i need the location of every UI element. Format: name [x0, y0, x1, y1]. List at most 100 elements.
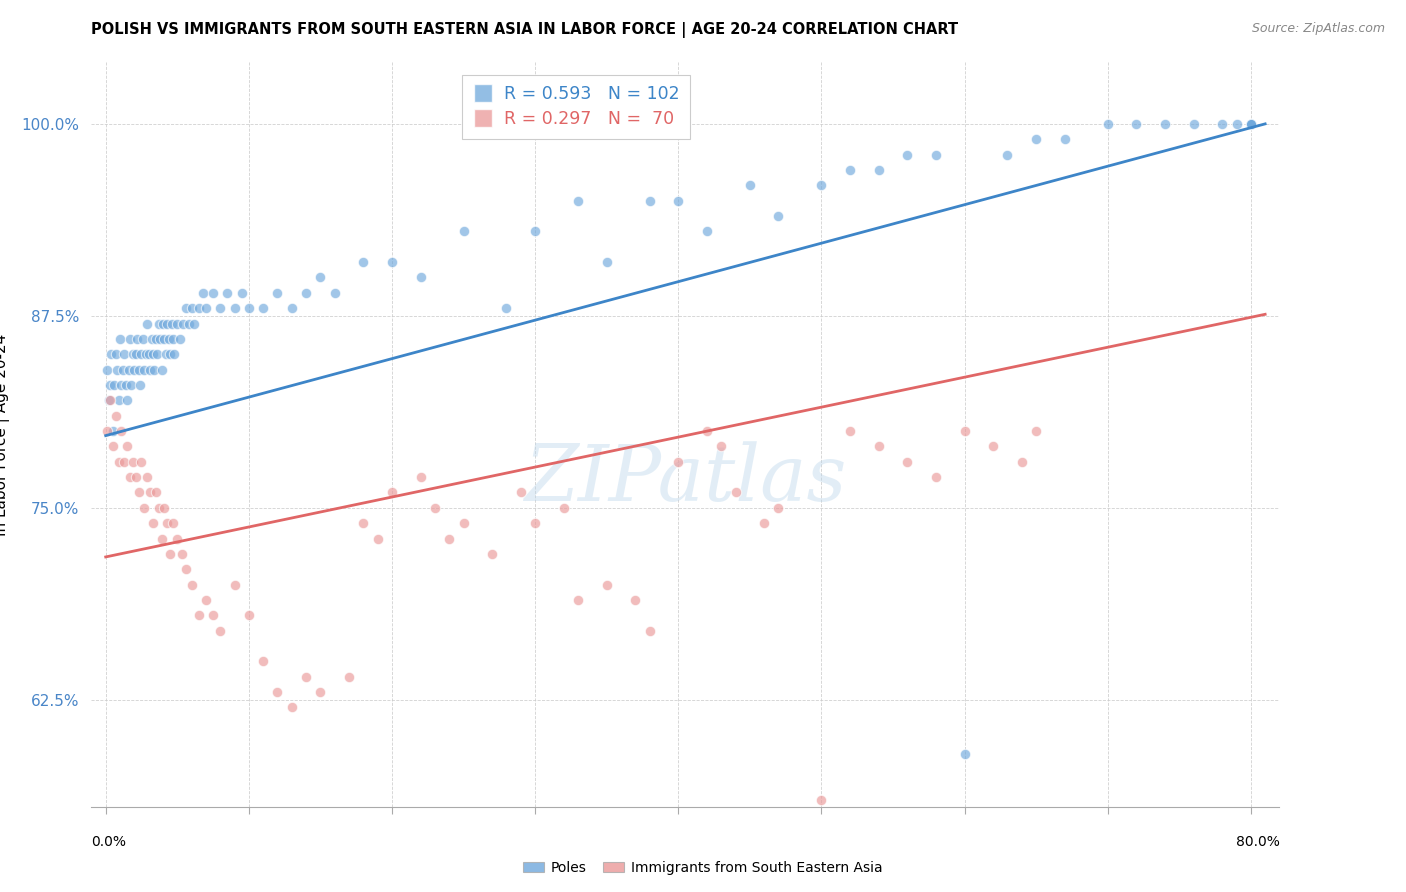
- Point: [524, 224, 547, 238]
- Point: [381, 255, 404, 269]
- Point: [1011, 455, 1033, 469]
- Point: [567, 194, 589, 208]
- Point: [1053, 132, 1076, 146]
- Point: [100, 347, 122, 361]
- Point: [1240, 117, 1263, 131]
- Point: [96, 362, 118, 376]
- Point: [1154, 117, 1177, 131]
- Point: [101, 439, 124, 453]
- Point: [150, 362, 173, 376]
- Point: [209, 301, 232, 315]
- Point: [146, 347, 169, 361]
- Point: [309, 270, 332, 285]
- Point: [125, 347, 148, 361]
- Point: [166, 532, 188, 546]
- Point: [118, 470, 141, 484]
- Point: [149, 332, 172, 346]
- Point: [157, 332, 180, 346]
- Point: [266, 285, 288, 300]
- Point: [217, 285, 239, 300]
- Point: [159, 347, 181, 361]
- Point: [281, 700, 304, 714]
- Point: [1097, 117, 1119, 131]
- Point: [115, 393, 138, 408]
- Point: [768, 500, 790, 515]
- Point: [153, 500, 176, 515]
- Point: [1240, 117, 1263, 131]
- Point: [1025, 424, 1047, 438]
- Point: [121, 378, 143, 392]
- Point: [148, 500, 170, 515]
- Point: [122, 455, 145, 469]
- Point: [145, 485, 167, 500]
- Point: [114, 378, 136, 392]
- Point: [104, 409, 127, 423]
- Point: [638, 194, 661, 208]
- Point: [524, 516, 547, 530]
- Point: [925, 470, 948, 484]
- Point: [180, 301, 202, 315]
- Point: [139, 485, 162, 500]
- Point: [131, 455, 153, 469]
- Point: [309, 685, 332, 699]
- Point: [1125, 117, 1147, 131]
- Point: [103, 378, 125, 392]
- Point: [135, 347, 157, 361]
- Text: Source: ZipAtlas.com: Source: ZipAtlas.com: [1251, 22, 1385, 36]
- Text: ZIPatlas: ZIPatlas: [524, 442, 846, 517]
- Point: [638, 624, 661, 638]
- Point: [117, 362, 139, 376]
- Point: [295, 285, 318, 300]
- Point: [953, 424, 976, 438]
- Point: [98, 378, 121, 392]
- Point: [132, 332, 155, 346]
- Point: [111, 362, 134, 376]
- Point: [128, 362, 150, 376]
- Point: [1211, 117, 1233, 131]
- Point: [596, 577, 619, 591]
- Text: 80.0%: 80.0%: [1236, 835, 1279, 848]
- Point: [163, 347, 186, 361]
- Point: [252, 301, 274, 315]
- Point: [152, 317, 174, 331]
- Point: [839, 163, 862, 178]
- Point: [162, 332, 184, 346]
- Point: [156, 516, 179, 530]
- Point: [381, 485, 404, 500]
- Point: [509, 485, 531, 500]
- Point: [104, 347, 127, 361]
- Point: [696, 424, 718, 438]
- Point: [127, 332, 149, 346]
- Point: [768, 209, 790, 223]
- Point: [238, 301, 260, 315]
- Point: [868, 163, 890, 178]
- Point: [231, 285, 253, 300]
- Point: [162, 516, 184, 530]
- Point: [925, 147, 948, 161]
- Point: [125, 470, 148, 484]
- Point: [145, 332, 167, 346]
- Point: [191, 285, 214, 300]
- Point: [159, 547, 181, 561]
- Point: [224, 301, 246, 315]
- Point: [142, 516, 165, 530]
- Point: [136, 470, 159, 484]
- Point: [124, 362, 146, 376]
- Point: [134, 362, 156, 376]
- Point: [194, 593, 217, 607]
- Point: [453, 224, 475, 238]
- Point: [128, 485, 150, 500]
- Point: [810, 178, 832, 193]
- Point: [183, 317, 205, 331]
- Text: 0.0%: 0.0%: [91, 835, 127, 848]
- Point: [710, 439, 733, 453]
- Point: [138, 347, 160, 361]
- Point: [666, 455, 689, 469]
- Point: [136, 317, 159, 331]
- Point: [129, 378, 152, 392]
- Point: [107, 393, 129, 408]
- Point: [153, 332, 176, 346]
- Point: [553, 500, 575, 515]
- Point: [122, 347, 145, 361]
- Point: [252, 654, 274, 668]
